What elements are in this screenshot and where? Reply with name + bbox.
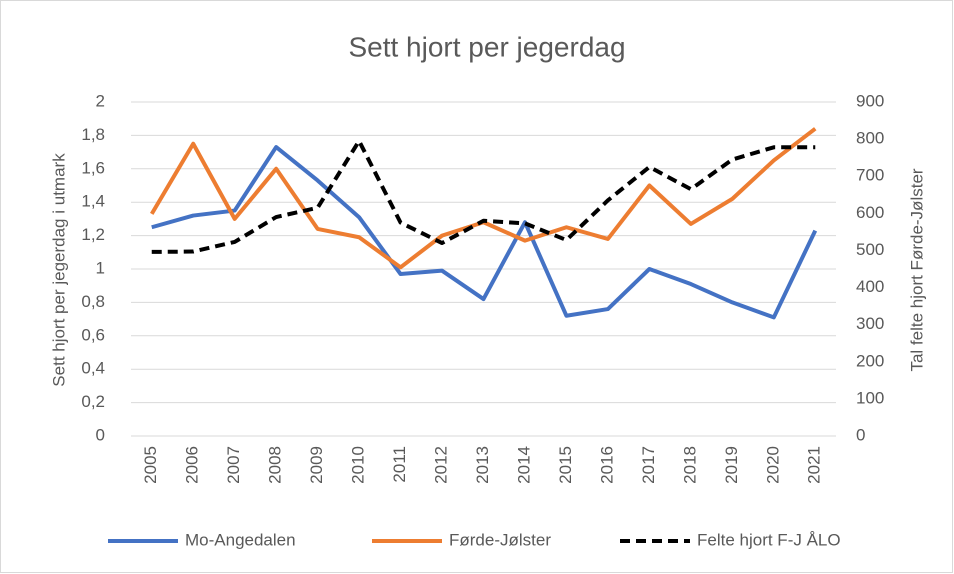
- y-axis-label: Sett hjort per jegerdag i utmark: [49, 153, 68, 387]
- series-line: [151, 145, 818, 320]
- y2-tick-label: 400: [856, 277, 884, 296]
- y2-tick-label: 500: [856, 240, 884, 259]
- y2-tick-label: 0: [856, 425, 865, 444]
- x-tick-label: 2020: [763, 446, 782, 484]
- x-tick-label: 2012: [432, 446, 451, 484]
- x-tick-label: 2021: [805, 446, 824, 484]
- x-tick-label: 2010: [349, 446, 368, 484]
- y2-axis-label: Tal felte hjort Førde-Jølster: [907, 168, 926, 371]
- legend-label: Førde-Jølster: [449, 530, 551, 549]
- y-tick-label: 1,2: [81, 225, 105, 244]
- y2-tick-label: 800: [856, 129, 884, 148]
- y2-tick-label: 200: [856, 351, 884, 370]
- series-line: [151, 138, 816, 254]
- y-tick-label: 0: [96, 425, 105, 444]
- x-tick-label: 2007: [224, 446, 243, 484]
- y-tick-label: 0,2: [81, 392, 105, 411]
- x-tick-label: 2014: [514, 446, 533, 484]
- y-tick-label: 1,8: [81, 125, 105, 144]
- x-tick-label: 2018: [680, 446, 699, 484]
- x-tick-label: 2011: [390, 446, 409, 483]
- y-tick-label: 2: [96, 91, 105, 110]
- x-tick-label: 2016: [597, 446, 616, 484]
- y-tick-label: 0,8: [81, 292, 105, 311]
- x-tick-label: 2009: [307, 446, 326, 484]
- x-tick-label: 2019: [722, 446, 741, 484]
- y2-tick-label: 700: [856, 166, 884, 185]
- y2-tick-label: 900: [856, 91, 884, 110]
- y2-tick-label: 600: [856, 203, 884, 222]
- x-tick-label: 2006: [183, 446, 202, 484]
- x-tick-label: 2015: [556, 446, 575, 484]
- x-tick-label: 2005: [141, 446, 160, 484]
- y-tick-label: 1,4: [81, 192, 105, 211]
- legend-label: Mo-Angedalen: [185, 530, 296, 549]
- legend-label: Felte hjort F-J ÅLO: [697, 530, 841, 549]
- y2-tick-label: 300: [856, 314, 884, 333]
- y2-tick-label: 100: [856, 388, 884, 407]
- x-tick-label: 2013: [473, 446, 492, 484]
- y-tick-label: 1: [96, 258, 105, 277]
- y-tick-label: 0,4: [81, 359, 105, 378]
- y-tick-label: 0,6: [81, 325, 105, 344]
- y-tick-label: 1,6: [81, 158, 105, 177]
- x-tick-label: 2008: [266, 446, 285, 484]
- x-tick-label: 2017: [639, 446, 658, 484]
- chart-title: Sett hjort per jegerdag: [348, 31, 625, 62]
